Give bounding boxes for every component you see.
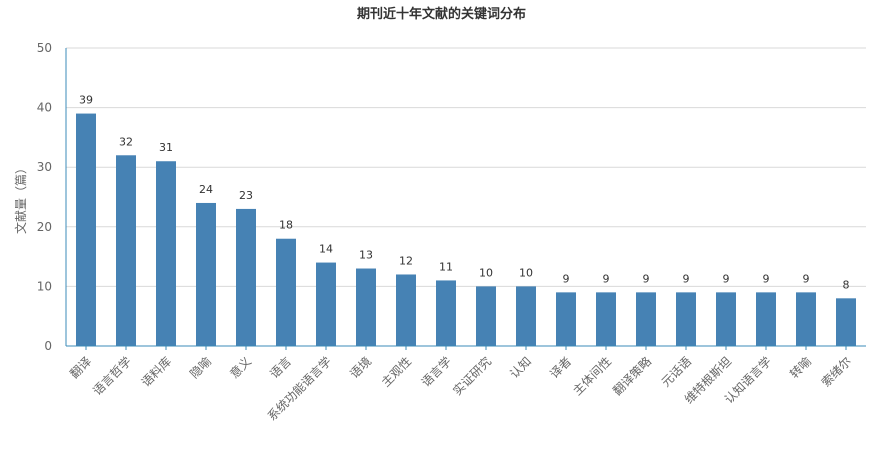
bar-value-label: 24 [199,183,213,196]
x-tick-label: 译者 [547,354,574,381]
chart-title: 期刊近十年文献的关键词分布 [357,6,526,22]
bar-18 [756,292,776,346]
bar-2 [116,155,136,346]
bar-value-label: 12 [399,254,413,267]
bar-value-label: 10 [519,266,533,279]
bar-20 [836,298,856,346]
bar-11 [476,286,496,346]
bar-4 [196,202,216,346]
x-tick-label: 隐喻 [187,354,215,382]
x-tick-label: 语料库 [138,354,174,390]
bar-value-label: 9 [643,272,650,285]
bar-value-label: 39 [79,94,93,107]
bar-8 [356,268,376,346]
bar-13 [556,292,576,346]
bars-layer [76,113,856,346]
bar-value-label: 9 [563,272,570,285]
bar-1 [76,113,96,346]
x-tick-label: 语言学 [418,354,454,390]
bar-value-label: 9 [803,272,810,285]
grid-layer [66,47,866,287]
x-tick-label: 索绪尔 [818,354,854,390]
bar-value-label: 32 [119,135,133,148]
x-tick-label: 语言 [267,354,294,381]
bar-value-label: 31 [159,141,173,154]
x-tick-label: 转喻 [787,354,815,382]
x-tick-label: 语言哲学 [90,354,135,399]
bar-value-label: 18 [279,219,293,232]
x-tick-label: 主体间性 [570,354,614,398]
bar-value-label: 8 [843,278,850,291]
axes-layer [65,48,866,350]
x-tick-label: 认知 [507,354,534,381]
bar-17 [716,292,736,346]
bar-6 [276,238,296,346]
y-tick-label: 10 [37,279,52,293]
y-axis-label: 文献量（篇） [13,162,28,234]
x-tick-label: 语境 [347,354,375,382]
x-tick-label: 元话语 [659,354,694,389]
bar-value-label: 9 [603,272,610,285]
y-tick-label: 40 [37,101,52,115]
x-tick-label: 翻译 [67,354,94,381]
y-tick-label: 20 [37,220,52,234]
bar-value-label: 11 [439,260,453,273]
bar-value-label: 13 [359,249,373,262]
y-tick-label: 50 [37,41,52,55]
bar-5 [236,208,256,346]
bar-value-label: 14 [319,243,333,256]
bar-19 [796,292,816,346]
bar-15 [636,292,656,346]
x-tick-label: 翻译策略 [610,354,655,399]
y-tick-label: 30 [37,160,52,174]
bar-7 [316,262,336,346]
y-tick-label: 0 [44,339,52,353]
bar-9 [396,274,416,346]
bar-value-label: 9 [723,272,730,285]
bar-value-label: 9 [763,272,770,285]
bar-16 [676,292,696,346]
bar-value-label: 23 [239,189,253,202]
x-tick-label: 主观性 [379,354,414,389]
bar-value-label: 9 [683,272,690,285]
bar-3 [156,161,176,346]
bar-10 [436,280,456,346]
x-tick-label: 实证研究 [450,354,495,399]
bar-12 [516,286,536,346]
bar-14 [596,292,616,346]
x-tick-label: 意义 [227,354,255,382]
bar-value-label: 10 [479,266,493,279]
